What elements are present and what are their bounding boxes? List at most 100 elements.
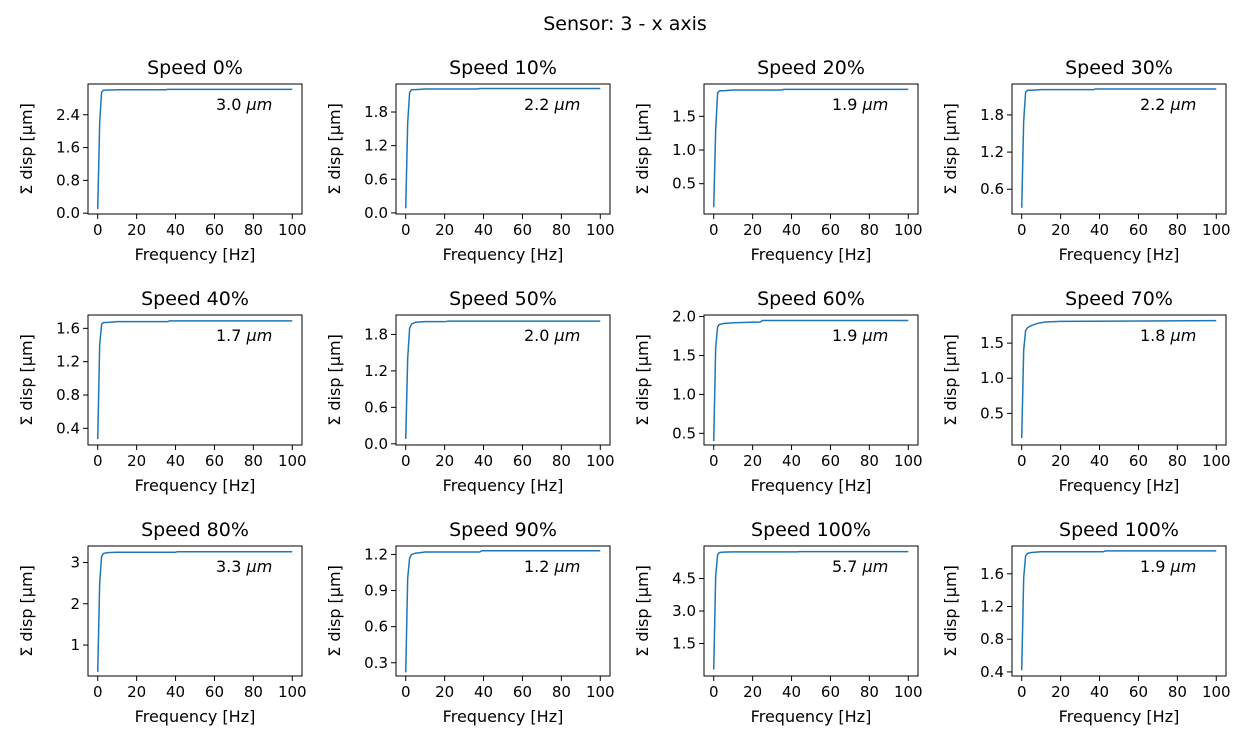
y-tick-label: 1.2 [980,143,1004,161]
annotation-value: 1.7 [216,326,247,345]
series-line [404,550,601,673]
y-tick-label: 1.8 [364,325,388,343]
subplot: Speed 100% 0 20 40 60 80 100 1.5 3.0 4.5 Frequency… [633,519,923,726]
y-tick-label: 1.0 [672,385,696,403]
subplot: Speed 40% 0 20 40 60 80 100 0.4 0.8 1.2 1.6 Frequen… [17,288,307,495]
x-tick-label: 80 [1168,221,1187,239]
x-tick-label: 40 [166,221,185,239]
subplot: Speed 0% 0 20 40 60 80 100 0.0 0.8 1.6 2.4 Frequenc… [17,57,307,264]
subplot: Speed 30% 0 20 40 60 80 100 0.6 1.2 1.8 Frequency … [941,57,1231,264]
subplot: Speed 10% 0 20 40 60 80 100 0.0 0.6 1.2 1.8 Frequen… [325,57,615,264]
x-tick-label: 80 [244,452,263,470]
x-tick-label: 20 [435,221,454,239]
annotation-unit: μm [554,95,581,114]
y-tick-label: 2 [70,595,80,613]
x-axis-label: Frequency [Hz] [1059,245,1180,264]
y-tick-label: 1.0 [672,141,696,159]
x-tick-label: 80 [552,452,571,470]
annotation-unit: μm [862,95,889,114]
value-annotation: 2.2 μm [1140,95,1196,114]
y-axis-label: Σ disp [μm] [17,334,36,426]
axes-frame [1011,545,1227,677]
x-axis-label: Frequency [Hz] [135,476,256,495]
x-tick-label: 0 [93,683,103,701]
x-tick-label: 20 [743,452,762,470]
x-tick-label: 100 [586,221,615,239]
x-tick-label: 60 [205,452,224,470]
axes-frame [87,545,303,677]
x-tick-label: 40 [1090,452,1109,470]
series-line [96,88,293,210]
x-tick-label: 60 [821,221,840,239]
panels: Speed 0%0 20 40 60 80 1000.00.81.62.4Frequenc… [17,57,1231,726]
y-tick-label: 0.4 [56,419,80,437]
x-tick-label: 20 [1051,452,1070,470]
annotation-unit: μm [246,326,273,345]
x-axis-label: Frequency [Hz] [443,707,564,726]
y-tick-label: 0.5 [980,404,1004,422]
series-line [1020,319,1217,438]
x-tick-label: 100 [1202,683,1231,701]
y-tick-label: 0.6 [364,398,388,416]
axes-frame [703,83,919,215]
value-annotation: 5.7 μm [832,557,888,576]
x-tick-label: 80 [552,221,571,239]
y-tick-label: 0.8 [56,386,80,404]
x-tick-label: 80 [1168,683,1187,701]
x-tick-label: 40 [782,683,801,701]
x-tick-label: 0 [1017,452,1027,470]
x-tick-label: 100 [1202,452,1231,470]
annotation-unit: μm [554,326,581,345]
y-tick-label: 1.2 [980,598,1004,616]
annotation-value: 1.9 [832,95,863,114]
axes-frame [87,83,303,215]
x-tick-label: 60 [205,221,224,239]
y-axis-label: Σ disp [μm] [17,565,36,657]
axes-frame [87,314,303,446]
value-annotation: 1.7 μm [216,326,272,345]
subplot: Speed 50% 0 20 40 60 80 100 0.0 0.6 1.2 1.8 Frequen… [325,288,615,495]
x-axis-label: Frequency [Hz] [443,476,564,495]
x-tick-label: 100 [278,452,307,470]
y-tick-label: 1 [70,636,80,654]
x-axis-label: Frequency [Hz] [1059,476,1180,495]
x-tick-label: 60 [513,452,532,470]
y-axis-label: Σ disp [μm] [325,565,344,657]
x-tick-label: 100 [586,452,615,470]
figure-title: Sensor: 3 - x axis [543,13,707,35]
y-tick-label: 1.2 [364,545,388,563]
x-tick-label: 80 [244,221,263,239]
annotation-unit: μm [1170,557,1197,576]
y-tick-label: 1.6 [56,319,80,337]
x-tick-label: 100 [586,683,615,701]
x-tick-label: 20 [1051,221,1070,239]
series-line [404,320,601,439]
x-tick-label: 0 [401,221,411,239]
subplot: Speed 80% 0 20 40 60 80 100 1 2 3 Frequency [Hz] Σ … [17,519,307,726]
annotation-unit: μm [1170,326,1197,345]
series-line [712,319,909,442]
annotation-unit: μm [1170,95,1197,114]
series-line [712,550,909,670]
y-axis-label: Σ disp [μm] [941,103,960,195]
x-tick-label: 0 [709,452,719,470]
x-tick-label: 40 [1090,221,1109,239]
value-annotation: 2.0 μm [524,326,580,345]
subplot: Speed 70% 0 20 40 60 80 100 0.5 1.0 1.5 Frequency … [941,288,1231,495]
annotation-value: 1.9 [1140,557,1171,576]
subplot-title: Speed 70% [1065,288,1173,310]
x-tick-label: 60 [513,683,532,701]
subplot-title: Speed 50% [449,288,557,310]
subplot-title: Speed 100% [1059,519,1179,541]
y-tick-label: 0.0 [56,204,80,222]
x-tick-label: 40 [166,452,185,470]
y-tick-label: 1.0 [980,369,1004,387]
y-axis-label: Σ disp [μm] [325,103,344,195]
y-tick-label: 0.5 [672,175,696,193]
x-axis-label: Frequency [Hz] [443,245,564,264]
x-tick-label: 40 [166,683,185,701]
subplot-title: Speed 100% [751,519,871,541]
subplot: Speed 90% 0 20 40 60 80 100 0.3 0.6 0.9 1.2 Frequen… [325,519,615,726]
subplot-title: Speed 10% [449,57,557,79]
